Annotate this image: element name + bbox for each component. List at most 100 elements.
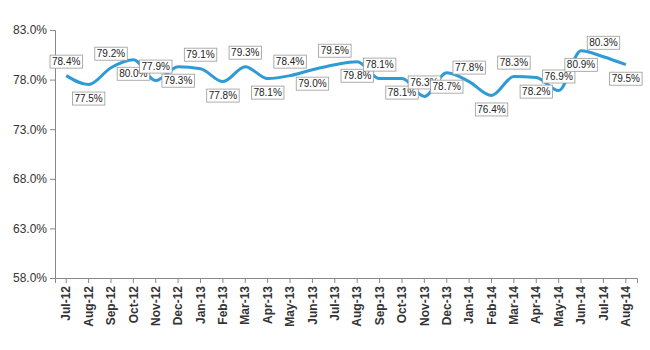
data-label: 80.9% [565,58,597,71]
data-labels: 78.4%77.5%79.2%80.0%77.9%79.3%79.1%77.8%… [50,36,642,116]
x-tick: Jun-14 [574,278,588,325]
data-label-text: 77.5% [74,93,102,104]
x-tick-label: Nov-13 [418,286,432,326]
data-label-text: 79.5% [321,45,349,56]
y-tick-mark [50,80,55,81]
x-tick-mark [178,278,179,283]
data-label-box [95,47,127,60]
x-tick-label: Jun-14 [574,286,588,325]
data-label: 78.2% [520,85,552,98]
y-tick-mark [50,228,55,229]
data-label-box [229,46,261,59]
y-tick-label: 58.0% [13,271,47,285]
y-tick-mark [50,30,55,31]
x-tick-label: Aug-13 [350,286,364,327]
x-tick: Sep-12 [104,278,118,325]
data-label-text: 77.8% [455,62,483,73]
x-tick-label: Feb-14 [485,286,499,325]
data-label-text: 79.5% [612,73,640,84]
x-tick: Aug-14 [619,278,633,327]
data-label: 78.4% [274,55,306,68]
x-tick-label: Aug-14 [619,286,633,327]
x-tick-mark [133,278,134,283]
x-tick-label: Sep-12 [104,286,118,326]
data-label: 79.0% [296,77,328,90]
data-label-text: 80.9% [567,59,595,70]
x-tick-label: Aug-12 [82,286,96,327]
x-tick: Dec-13 [440,278,454,325]
data-label: 77.9% [140,60,172,73]
x-tick: Dec-12 [171,278,185,325]
data-label: 79.2% [95,47,127,60]
y-tick-mark [50,129,55,130]
data-label-text: 79.3% [164,75,192,86]
data-label-text: 78.3% [500,57,528,68]
data-label-box [162,74,194,87]
data-label-text: 79.0% [298,78,326,89]
data-label: 79.3% [229,46,261,59]
data-label-box [587,36,619,49]
x-tick-mark [446,278,447,283]
x-tick-label: Jul-14 [597,286,611,321]
x-tick-label: Oct-13 [395,286,409,324]
y-tick-label: 68.0% [13,172,47,186]
data-label: 78.4% [50,55,82,68]
x-tick-label: Mar-13 [238,286,252,325]
data-label-box [565,58,597,71]
x-tick-label: Apr-13 [261,286,275,324]
x-tick: Aug-13 [350,278,364,327]
x-tick-mark [155,278,156,283]
x-tick-label: Jun-13 [306,286,320,325]
data-label-box [498,56,530,69]
x-tick-label: May-13 [283,286,297,327]
x-axis-line [56,279,638,284]
data-label-text: 78.1% [253,87,281,98]
x-tick: Feb-14 [485,278,499,325]
y-tick-label: 73.0% [13,123,47,137]
data-label: 78.1% [251,86,283,99]
data-label-box [50,55,82,68]
x-tick-mark [536,278,537,283]
y-tick: 68.0% [13,172,55,186]
x-tick-mark [110,278,111,283]
x-tick-mark [200,278,201,283]
data-label-text: 77.9% [142,61,170,72]
x-tick-label: Jan-14 [462,286,476,324]
x-tick-mark [558,278,559,283]
x-tick-mark [469,278,470,283]
y-axis: 58.0%63.0%68.0%73.0%78.0%83.0% [13,23,56,285]
data-label-box [475,103,507,116]
x-tick-mark [357,278,358,283]
data-label-box [520,85,552,98]
x-tick: Apr-14 [529,278,543,324]
x-tick: Mar-14 [507,278,521,325]
x-tick-label: Mar-14 [507,286,521,325]
y-tick: 78.0% [13,73,55,87]
x-tick: May-14 [552,278,566,327]
x-tick: Jan-14 [462,278,476,324]
data-label-box [319,44,351,57]
data-label-box [296,77,328,90]
y-tick-mark [50,278,55,279]
data-label-box [363,58,395,71]
data-label-text: 77.8% [209,90,237,101]
x-tick-label: Feb-13 [216,286,230,325]
data-label-box [274,55,306,68]
data-label: 79.3% [162,74,194,87]
x-tick-mark [513,278,514,283]
x-tick-mark [603,278,604,283]
x-tick: Sep-13 [373,278,387,325]
data-label-text: 78.1% [365,59,393,70]
x-tick: Jul-13 [328,278,342,321]
data-label: 77.5% [72,92,104,105]
data-label-text: 78.4% [52,56,80,67]
x-tick-mark [88,278,89,283]
x-tick-mark [245,278,246,283]
x-tick-label: Oct-12 [127,286,141,324]
y-tick-label: 78.0% [13,73,47,87]
x-tick-mark [222,278,223,283]
x-axis: Jul-12Aug-12Sep-12Oct-12Nov-12Dec-12Jan-… [56,278,638,327]
x-tick: Jan-13 [194,278,208,324]
data-label: 76.4% [475,103,507,116]
x-tick-label: Dec-13 [440,286,454,326]
